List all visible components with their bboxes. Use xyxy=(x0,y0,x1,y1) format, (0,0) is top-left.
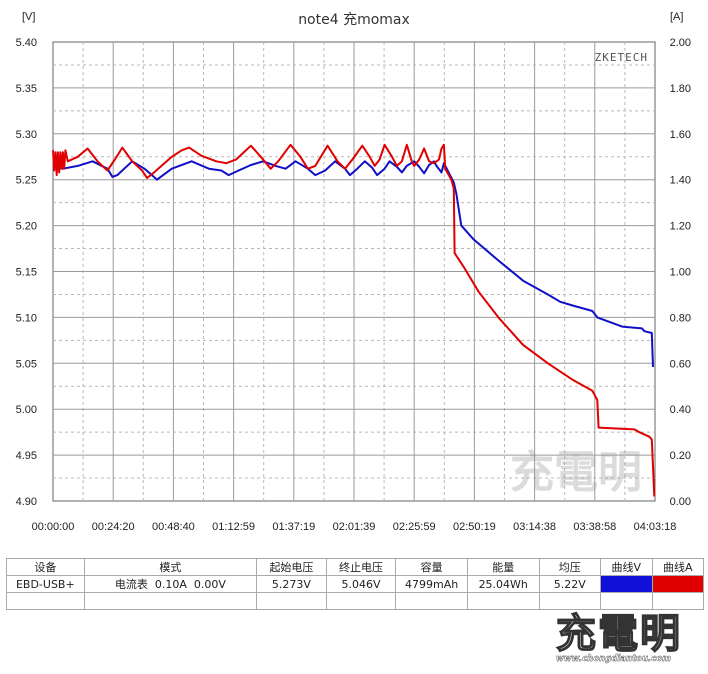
y-right-tick-label: 1.00 xyxy=(670,267,691,279)
cell-end-voltage: 5.046V xyxy=(325,575,397,593)
y-right-tick-label: 1.60 xyxy=(670,129,691,141)
y-right-tick-label: 2.00 xyxy=(670,37,691,49)
cell-empty xyxy=(600,592,653,610)
site-logo-url: www.chongdiantou.com xyxy=(556,654,672,664)
cell-capacity: 4799mAh xyxy=(395,575,468,593)
hdr-curve-v: 曲线V xyxy=(600,558,653,576)
hdr-energy: 能量 xyxy=(466,558,540,576)
y-right-tick-label: 1.20 xyxy=(670,221,691,233)
y-right-tick-label: 0.40 xyxy=(670,404,691,416)
cell-empty xyxy=(83,592,258,610)
x-tick-label: 03:14:38 xyxy=(513,521,556,533)
y-left-tick-label: 4.90 xyxy=(16,496,37,508)
cell-empty xyxy=(256,592,327,610)
y-left-tick-label: 5.30 xyxy=(16,129,37,141)
y-left-tick-label: 5.10 xyxy=(16,312,37,324)
hdr-avg-voltage: 均压 xyxy=(538,558,602,576)
x-tick-label: 00:24:20 xyxy=(92,521,135,533)
y-left-unit: [V] xyxy=(22,11,35,23)
hdr-curve-a: 曲线A xyxy=(651,558,704,576)
y-left-tick-label: 5.15 xyxy=(16,267,37,279)
series-line-blue xyxy=(52,160,654,368)
y-left-tick-label: 5.40 xyxy=(16,37,37,49)
y-right-tick-label: 0.00 xyxy=(670,496,691,508)
series xyxy=(52,143,656,497)
x-tick-label: 00:48:40 xyxy=(152,521,195,533)
y-left-tick-label: 5.25 xyxy=(16,175,37,187)
site-logo-text: 充電明 xyxy=(555,611,682,657)
y-right-tick-label: 1.40 xyxy=(670,175,691,187)
cell-start-voltage: 5.273V xyxy=(256,575,327,593)
x-tick-label: 00:00:00 xyxy=(32,521,75,533)
y-left-tick-label: 4.95 xyxy=(16,450,37,462)
chart: note4 充momax [V] [A] ZKETECH 5.40 5.35 5.3… xyxy=(16,11,691,533)
stats-empty-row xyxy=(6,592,704,610)
cell-avg-voltage: 5.22V xyxy=(538,575,602,593)
x-tick-label: 02:50:19 xyxy=(453,521,496,533)
cell-empty xyxy=(395,592,468,610)
cell-empty xyxy=(538,592,602,610)
cell-empty xyxy=(466,592,540,610)
stats-table: 设备 模式 起始电压 终止电压 容量 能量 均压 曲线V 曲线A EBD-USB… xyxy=(6,558,704,610)
series-line-red xyxy=(52,143,656,497)
stats-data-row: EBD-USB+ 电流表 0.10A 0.00V 5.273V 5.046V 4… xyxy=(6,575,704,593)
zketech-watermark: ZKETECH xyxy=(595,51,648,64)
y-left-tick-label: 5.35 xyxy=(16,83,37,95)
cell-device: EBD-USB+ xyxy=(6,575,85,593)
y-left-tick-label: 5.05 xyxy=(16,358,37,370)
cell-empty xyxy=(6,592,85,610)
curve-a-swatch xyxy=(651,575,704,593)
hdr-start-voltage: 起始电压 xyxy=(256,558,327,576)
hdr-device: 设备 xyxy=(6,558,85,576)
x-tick-label: 01:37:19 xyxy=(272,521,315,533)
x-tick-label: 01:12:59 xyxy=(212,521,255,533)
y-left-tick-label: 5.00 xyxy=(16,404,37,416)
y-left-tick-label: 5.20 xyxy=(16,221,37,233)
hdr-end-voltage: 终止电压 xyxy=(325,558,397,576)
y-right-tick-label: 0.80 xyxy=(670,312,691,324)
x-tick-label: 02:25:59 xyxy=(393,521,436,533)
site-logo: 充電明 www.chongdiantou.com xyxy=(555,611,704,670)
y-right-tick-label: 0.20 xyxy=(670,450,691,462)
hdr-mode: 模式 xyxy=(83,558,258,576)
x-tick-label: 03:38:58 xyxy=(573,521,616,533)
y-right-unit: [A] xyxy=(670,11,683,23)
hdr-capacity: 容量 xyxy=(395,558,468,576)
axis-ticks: 5.40 5.35 5.30 5.25 5.20 5.15 5.10 5.05 5.00 4.95… xyxy=(16,37,691,533)
cell-mode: 电流表 0.10A 0.00V xyxy=(83,575,258,593)
watermark-logo-mid-text: 充電明 xyxy=(510,447,642,498)
y-right-tick-label: 0.60 xyxy=(670,358,691,370)
curve-v-swatch xyxy=(600,575,653,593)
cell-energy: 25.04Wh xyxy=(466,575,540,593)
x-tick-label: 04:03:18 xyxy=(634,521,677,533)
grid xyxy=(53,42,655,501)
cell-empty xyxy=(651,592,704,610)
watermark-logo-mid: 充電明 xyxy=(510,447,642,498)
chart-title: note4 充momax xyxy=(298,12,410,28)
stats-header-row: 设备 模式 起始电压 终止电压 容量 能量 均压 曲线V 曲线A xyxy=(6,558,704,576)
cell-empty xyxy=(325,592,397,610)
x-tick-label: 02:01:39 xyxy=(333,521,376,533)
y-right-tick-label: 1.80 xyxy=(670,83,691,95)
